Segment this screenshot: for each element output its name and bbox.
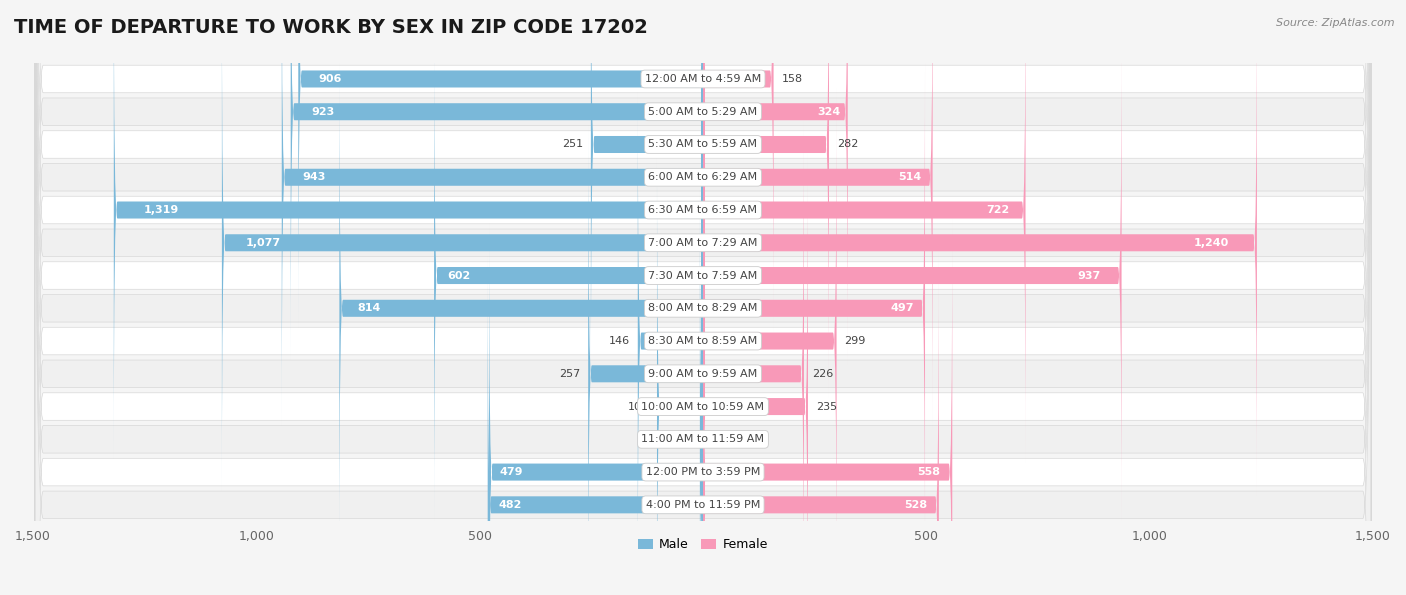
FancyBboxPatch shape [35, 0, 1371, 595]
FancyBboxPatch shape [35, 0, 1371, 595]
Text: 226: 226 [813, 369, 834, 379]
Text: 9:00 AM to 9:59 AM: 9:00 AM to 9:59 AM [648, 369, 758, 379]
FancyBboxPatch shape [35, 0, 1371, 595]
FancyBboxPatch shape [35, 0, 1371, 595]
FancyBboxPatch shape [703, 153, 808, 595]
Text: 5:00 AM to 5:29 AM: 5:00 AM to 5:29 AM [648, 107, 758, 117]
Text: 814: 814 [357, 303, 381, 314]
FancyBboxPatch shape [35, 0, 1371, 595]
FancyBboxPatch shape [35, 0, 1371, 595]
FancyBboxPatch shape [489, 218, 703, 595]
Text: 6:30 AM to 6:59 AM: 6:30 AM to 6:59 AM [648, 205, 758, 215]
Text: 479: 479 [499, 467, 523, 477]
FancyBboxPatch shape [339, 55, 703, 562]
Text: 282: 282 [837, 139, 859, 149]
FancyBboxPatch shape [638, 87, 703, 594]
FancyBboxPatch shape [222, 0, 703, 496]
FancyBboxPatch shape [281, 0, 703, 431]
Text: 324: 324 [817, 107, 841, 117]
FancyBboxPatch shape [703, 218, 952, 595]
Text: 0: 0 [711, 434, 718, 444]
FancyBboxPatch shape [114, 0, 703, 464]
FancyBboxPatch shape [35, 0, 1371, 595]
Text: 7:30 AM to 7:59 AM: 7:30 AM to 7:59 AM [648, 271, 758, 280]
Text: 11:00 AM to 11:59 AM: 11:00 AM to 11:59 AM [641, 434, 765, 444]
Text: 943: 943 [302, 173, 326, 182]
Text: 146: 146 [609, 336, 630, 346]
Text: 12:00 AM to 4:59 AM: 12:00 AM to 4:59 AM [645, 74, 761, 84]
FancyBboxPatch shape [703, 0, 1025, 464]
FancyBboxPatch shape [488, 251, 703, 595]
FancyBboxPatch shape [703, 0, 830, 398]
FancyBboxPatch shape [588, 120, 703, 595]
Legend: Male, Female: Male, Female [633, 533, 773, 556]
FancyBboxPatch shape [35, 0, 1371, 595]
FancyBboxPatch shape [703, 55, 925, 562]
FancyBboxPatch shape [703, 0, 848, 365]
Text: 1,319: 1,319 [143, 205, 179, 215]
Text: 497: 497 [890, 303, 914, 314]
Text: 558: 558 [917, 467, 939, 477]
Text: 103: 103 [628, 402, 650, 412]
FancyBboxPatch shape [291, 0, 703, 365]
Text: 235: 235 [815, 402, 837, 412]
FancyBboxPatch shape [298, 0, 703, 333]
Text: 6:00 AM to 6:29 AM: 6:00 AM to 6:29 AM [648, 173, 758, 182]
FancyBboxPatch shape [35, 0, 1371, 595]
FancyBboxPatch shape [703, 87, 837, 594]
FancyBboxPatch shape [35, 0, 1371, 595]
FancyBboxPatch shape [657, 153, 703, 595]
Text: 299: 299 [845, 336, 866, 346]
FancyBboxPatch shape [703, 120, 804, 595]
FancyBboxPatch shape [703, 0, 932, 431]
Text: 7:00 AM to 7:29 AM: 7:00 AM to 7:29 AM [648, 238, 758, 248]
FancyBboxPatch shape [703, 0, 773, 333]
Text: 923: 923 [311, 107, 335, 117]
FancyBboxPatch shape [703, 251, 939, 595]
Text: TIME OF DEPARTURE TO WORK BY SEX IN ZIP CODE 17202: TIME OF DEPARTURE TO WORK BY SEX IN ZIP … [14, 18, 648, 37]
FancyBboxPatch shape [703, 0, 1257, 496]
Text: 8:00 AM to 8:29 AM: 8:00 AM to 8:29 AM [648, 303, 758, 314]
FancyBboxPatch shape [35, 0, 1371, 595]
Text: 8:30 AM to 8:59 AM: 8:30 AM to 8:59 AM [648, 336, 758, 346]
Text: 514: 514 [898, 173, 921, 182]
Text: 1,240: 1,240 [1194, 238, 1229, 248]
Text: 158: 158 [782, 74, 803, 84]
Text: 1,077: 1,077 [246, 238, 281, 248]
Text: 602: 602 [447, 271, 471, 280]
Text: 4:00 PM to 11:59 PM: 4:00 PM to 11:59 PM [645, 500, 761, 510]
Text: 7: 7 [685, 434, 692, 444]
FancyBboxPatch shape [591, 0, 703, 398]
FancyBboxPatch shape [35, 0, 1371, 595]
Text: 722: 722 [986, 205, 1010, 215]
FancyBboxPatch shape [703, 22, 1122, 529]
Text: 5:30 AM to 5:59 AM: 5:30 AM to 5:59 AM [648, 139, 758, 149]
Text: 528: 528 [904, 500, 927, 510]
Text: 12:00 PM to 3:59 PM: 12:00 PM to 3:59 PM [645, 467, 761, 477]
FancyBboxPatch shape [35, 0, 1371, 595]
FancyBboxPatch shape [35, 0, 1371, 595]
Text: 251: 251 [562, 139, 583, 149]
Text: 10:00 AM to 10:59 AM: 10:00 AM to 10:59 AM [641, 402, 765, 412]
Text: Source: ZipAtlas.com: Source: ZipAtlas.com [1277, 18, 1395, 28]
FancyBboxPatch shape [434, 22, 703, 529]
Text: 482: 482 [499, 500, 522, 510]
FancyBboxPatch shape [699, 186, 703, 595]
Text: 906: 906 [319, 74, 342, 84]
Text: 257: 257 [560, 369, 581, 379]
Text: 937: 937 [1077, 271, 1101, 280]
